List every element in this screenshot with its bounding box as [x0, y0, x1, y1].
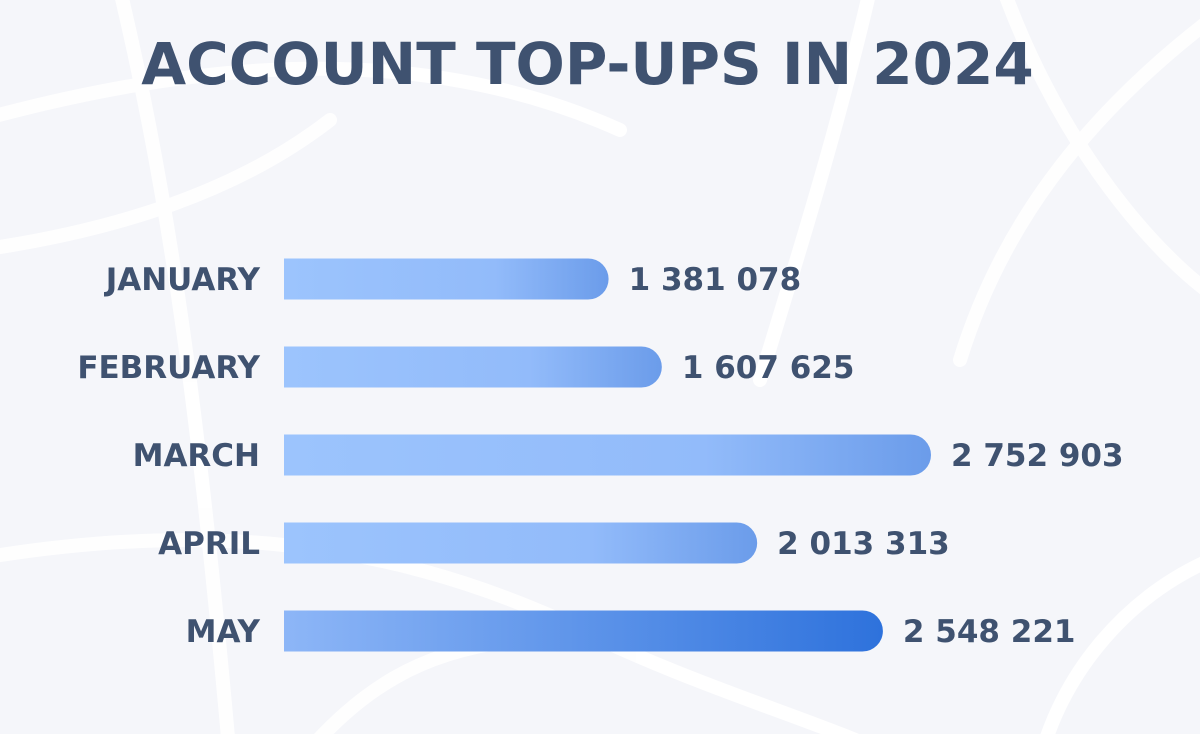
- category-label-january: JANUARY: [104, 262, 261, 298]
- category-label-april: APRIL: [158, 526, 260, 562]
- bar-may: [284, 610, 883, 652]
- bar-march: [284, 434, 931, 476]
- category-label-march: MARCH: [133, 438, 260, 474]
- category-label-february: FEBRUARY: [77, 350, 260, 386]
- category-label-may: MAY: [186, 614, 261, 650]
- value-label-may: 2 548 221: [903, 614, 1076, 650]
- bar-february: [284, 346, 662, 388]
- bar-january: [284, 258, 609, 300]
- chart-title: ACCOUNT TOP-UPS IN 2024: [141, 30, 1034, 98]
- value-label-march: 2 752 903: [951, 438, 1124, 474]
- value-label-january: 1 381 078: [629, 262, 802, 298]
- value-label-april: 2 013 313: [777, 526, 950, 562]
- bar-april: [284, 522, 758, 564]
- value-label-february: 1 607 625: [682, 350, 855, 386]
